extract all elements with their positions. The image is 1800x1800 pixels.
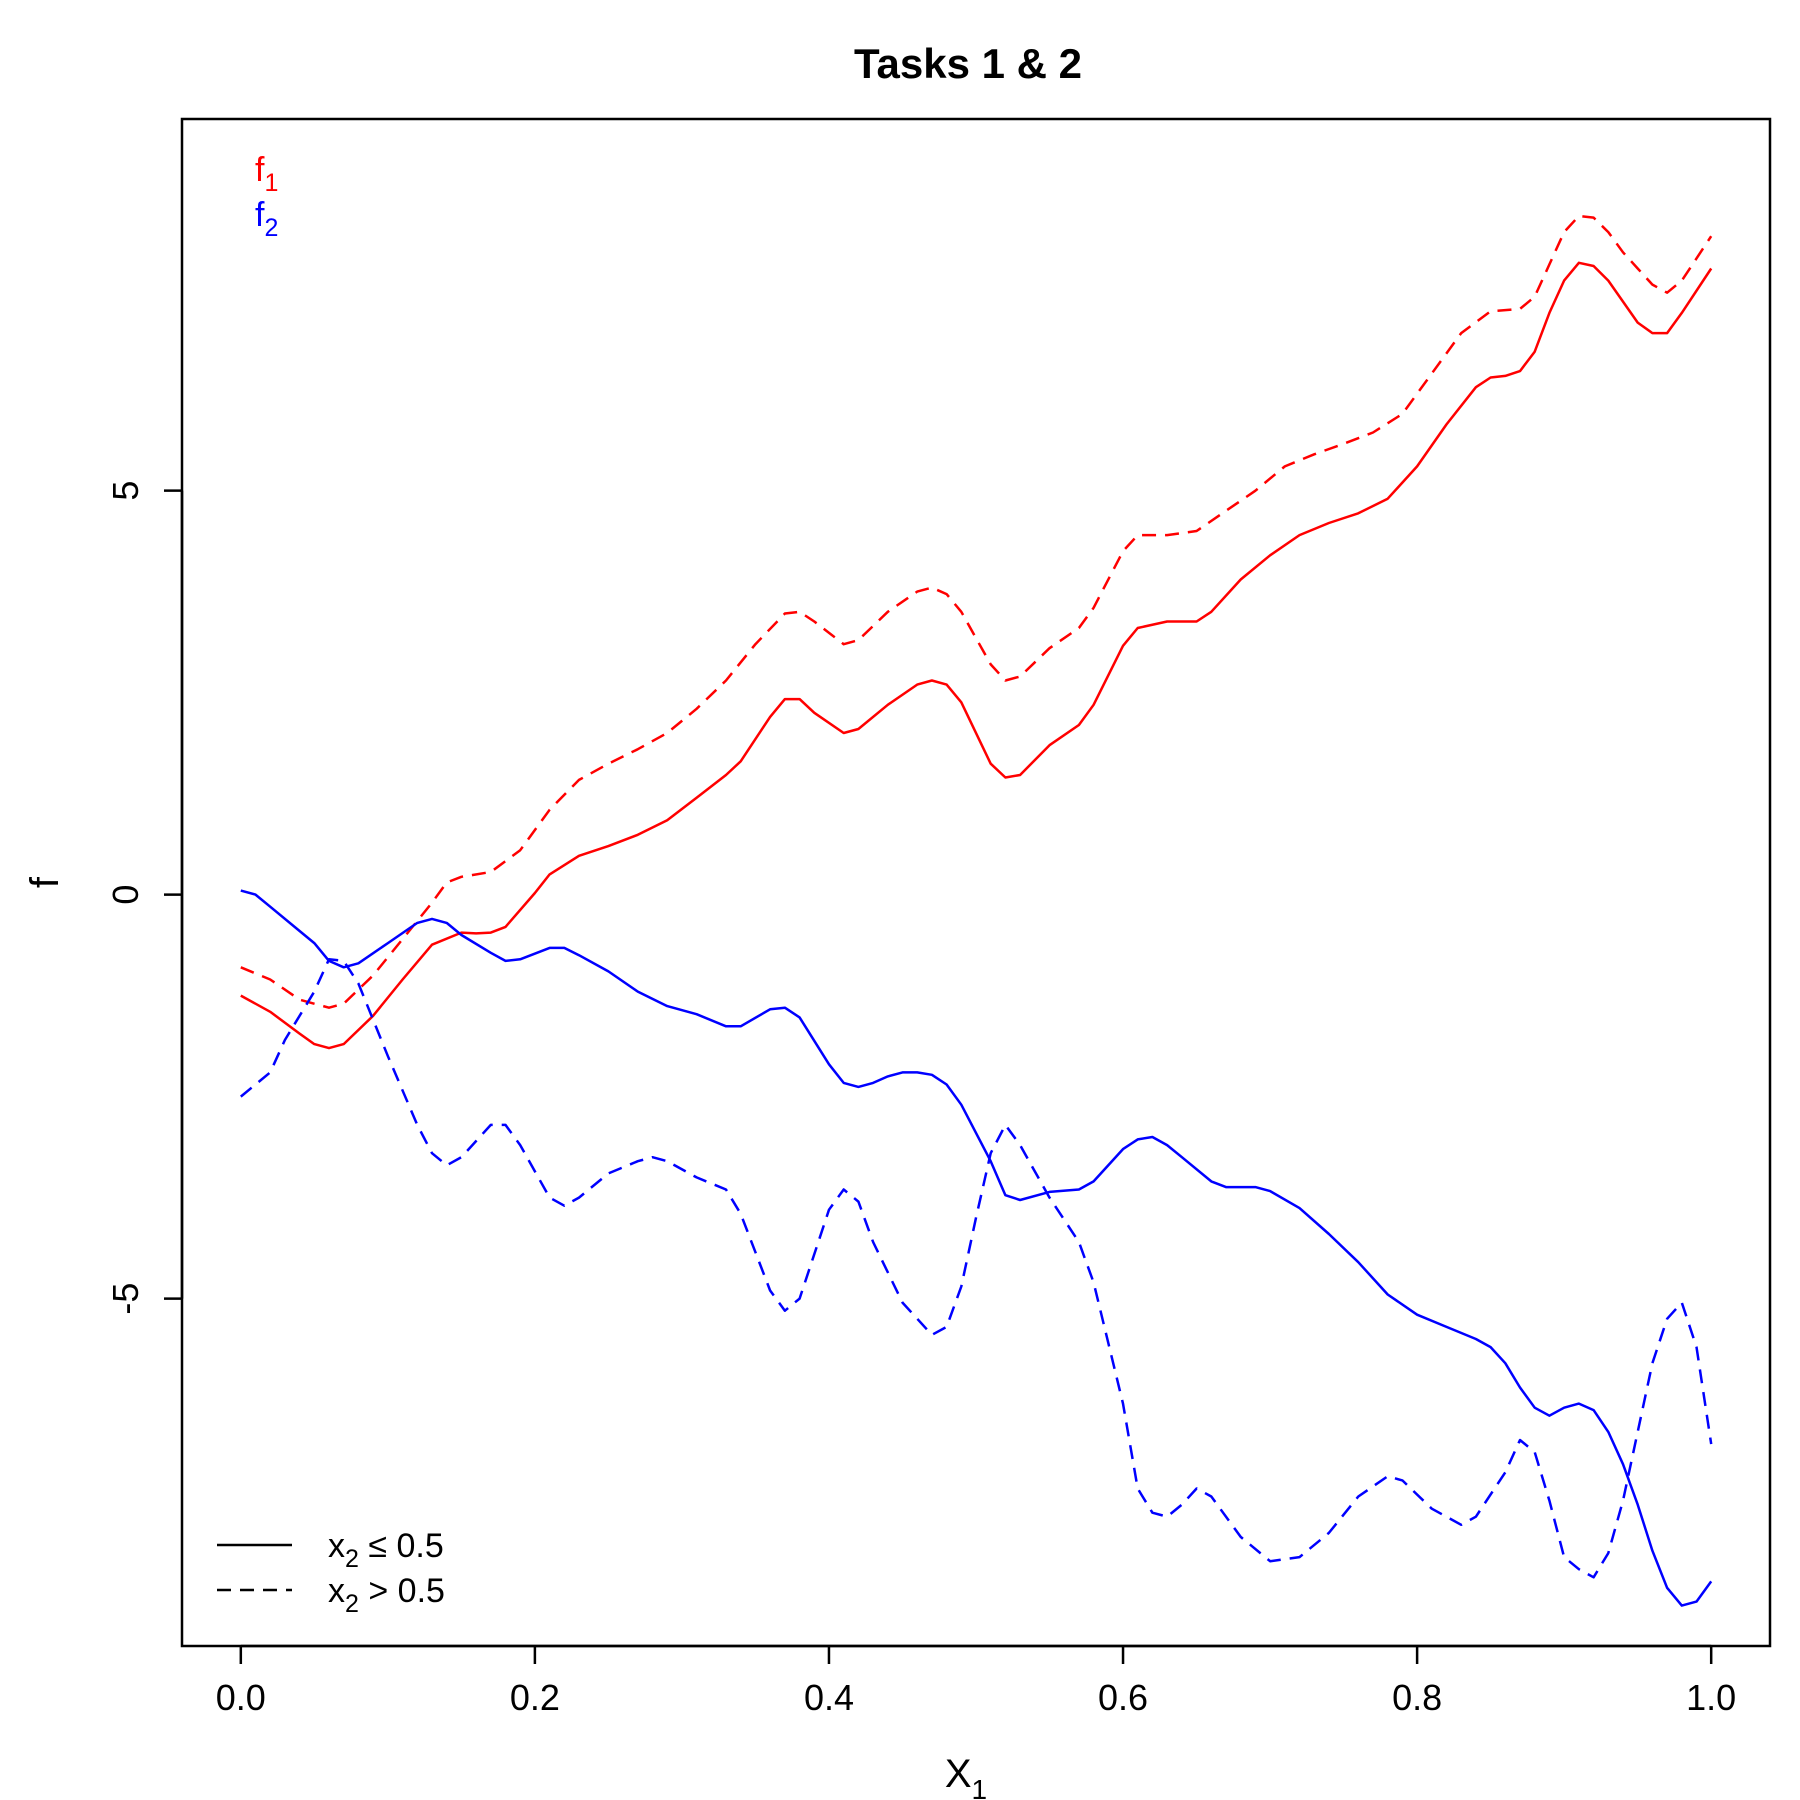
linetype-legend-sub: 2 bbox=[345, 1590, 359, 1618]
plot-frame bbox=[180, 117, 1772, 1648]
y-tick-label: -5 bbox=[105, 1283, 146, 1315]
series-line-f2-solid bbox=[240, 889, 1713, 1607]
color-legend-label: f bbox=[255, 151, 265, 189]
x-tick-label: 0.6 bbox=[1098, 1677, 1148, 1718]
series-layer bbox=[240, 214, 1713, 1607]
y-axis-label: f bbox=[23, 876, 67, 888]
x-axis-label-sub: 1 bbox=[972, 1774, 988, 1800]
color-legend-sub: 1 bbox=[264, 169, 278, 197]
x-axis-label-main: X bbox=[945, 1752, 972, 1796]
chart-title: Tasks 1 & 2 bbox=[854, 40, 1082, 87]
linetype-legend: x2 ≤ 0.5x2 > 0.5 bbox=[217, 1527, 445, 1618]
series-line-f1-solid bbox=[240, 261, 1713, 1050]
series-line-f1-dashed bbox=[240, 214, 1713, 1009]
x-tick-label: 0.4 bbox=[804, 1677, 854, 1718]
x-tick-label: 0.0 bbox=[216, 1677, 266, 1718]
linetype-legend-condition: > 0.5 bbox=[359, 1572, 445, 1610]
x-tick-label: 1.0 bbox=[1686, 1677, 1736, 1718]
y-axis: -5 0 5 bbox=[105, 481, 184, 1315]
linetype-legend-entry: x2 ≤ 0.5 bbox=[328, 1527, 444, 1573]
color-legend-label: f bbox=[255, 196, 265, 234]
color-legend-entry: f1 bbox=[255, 151, 278, 197]
x-axis-label: X1 bbox=[945, 1752, 987, 1800]
y-tick-label: 0 bbox=[105, 885, 146, 905]
y-tick-label: 5 bbox=[105, 481, 146, 501]
x-tick-label: 0.8 bbox=[1392, 1677, 1442, 1718]
linetype-legend-condition: ≤ 0.5 bbox=[359, 1527, 444, 1565]
linetype-legend-sub: 2 bbox=[345, 1545, 359, 1573]
color-legend-sub: 2 bbox=[264, 214, 278, 242]
color-legend-entry: f2 bbox=[255, 196, 278, 242]
x-tick-label: 0.2 bbox=[510, 1677, 560, 1718]
series-line-f2-dashed bbox=[240, 958, 1713, 1579]
linetype-legend-var: x bbox=[328, 1527, 345, 1565]
linetype-legend-entry: x2 > 0.5 bbox=[328, 1572, 445, 1618]
x-axis: 0.0 0.2 0.4 0.6 0.8 1.0 bbox=[216, 1644, 1736, 1718]
linetype-legend-var: x bbox=[328, 1572, 345, 1610]
